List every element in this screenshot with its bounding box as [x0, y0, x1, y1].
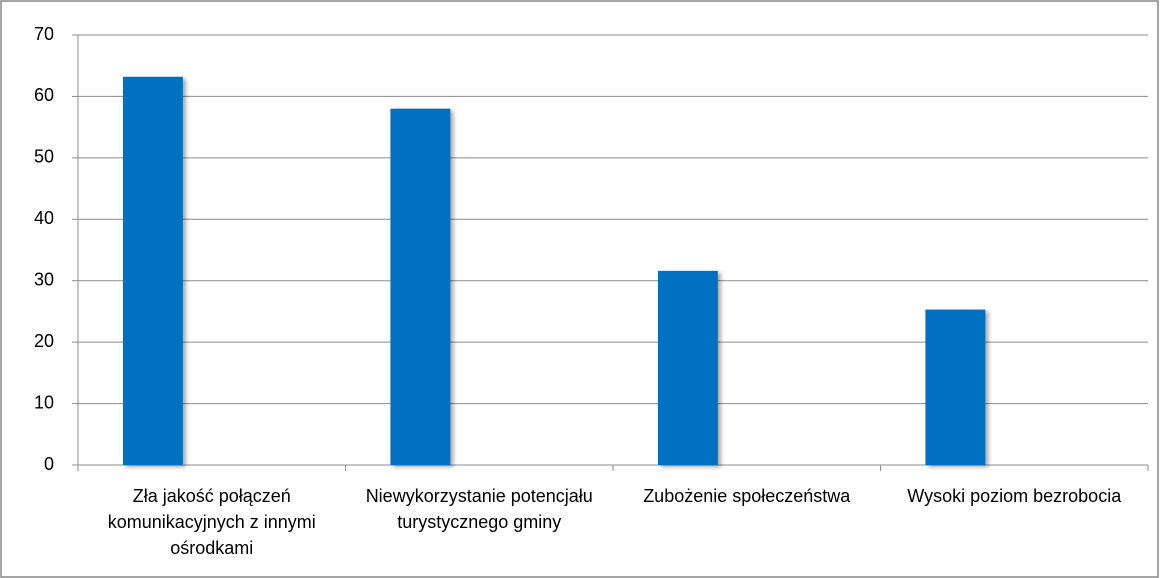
x-tick-label: Zubożenie społeczeństwa [643, 486, 851, 506]
y-tick-label: 20 [34, 331, 54, 351]
y-tick-label: 70 [34, 24, 54, 44]
y-tick-label: 50 [34, 147, 54, 167]
y-tick-label: 60 [34, 85, 54, 105]
bar [122, 76, 183, 466]
bar [390, 108, 451, 465]
x-tick-label: Zła jakość połączeń komunikacyjnych z in… [107, 486, 316, 558]
y-tick-label: 30 [34, 269, 54, 289]
x-tick-label: Wysoki poziom bezrobocia [907, 486, 1122, 506]
bar [925, 309, 986, 465]
y-tick-label: 0 [44, 454, 54, 474]
y-tick-label: 10 [34, 392, 54, 412]
x-tick-label: Niewykorzystanie potencjału turystyczneg… [365, 486, 593, 532]
bar [657, 270, 718, 465]
y-tick-label: 40 [34, 208, 54, 228]
